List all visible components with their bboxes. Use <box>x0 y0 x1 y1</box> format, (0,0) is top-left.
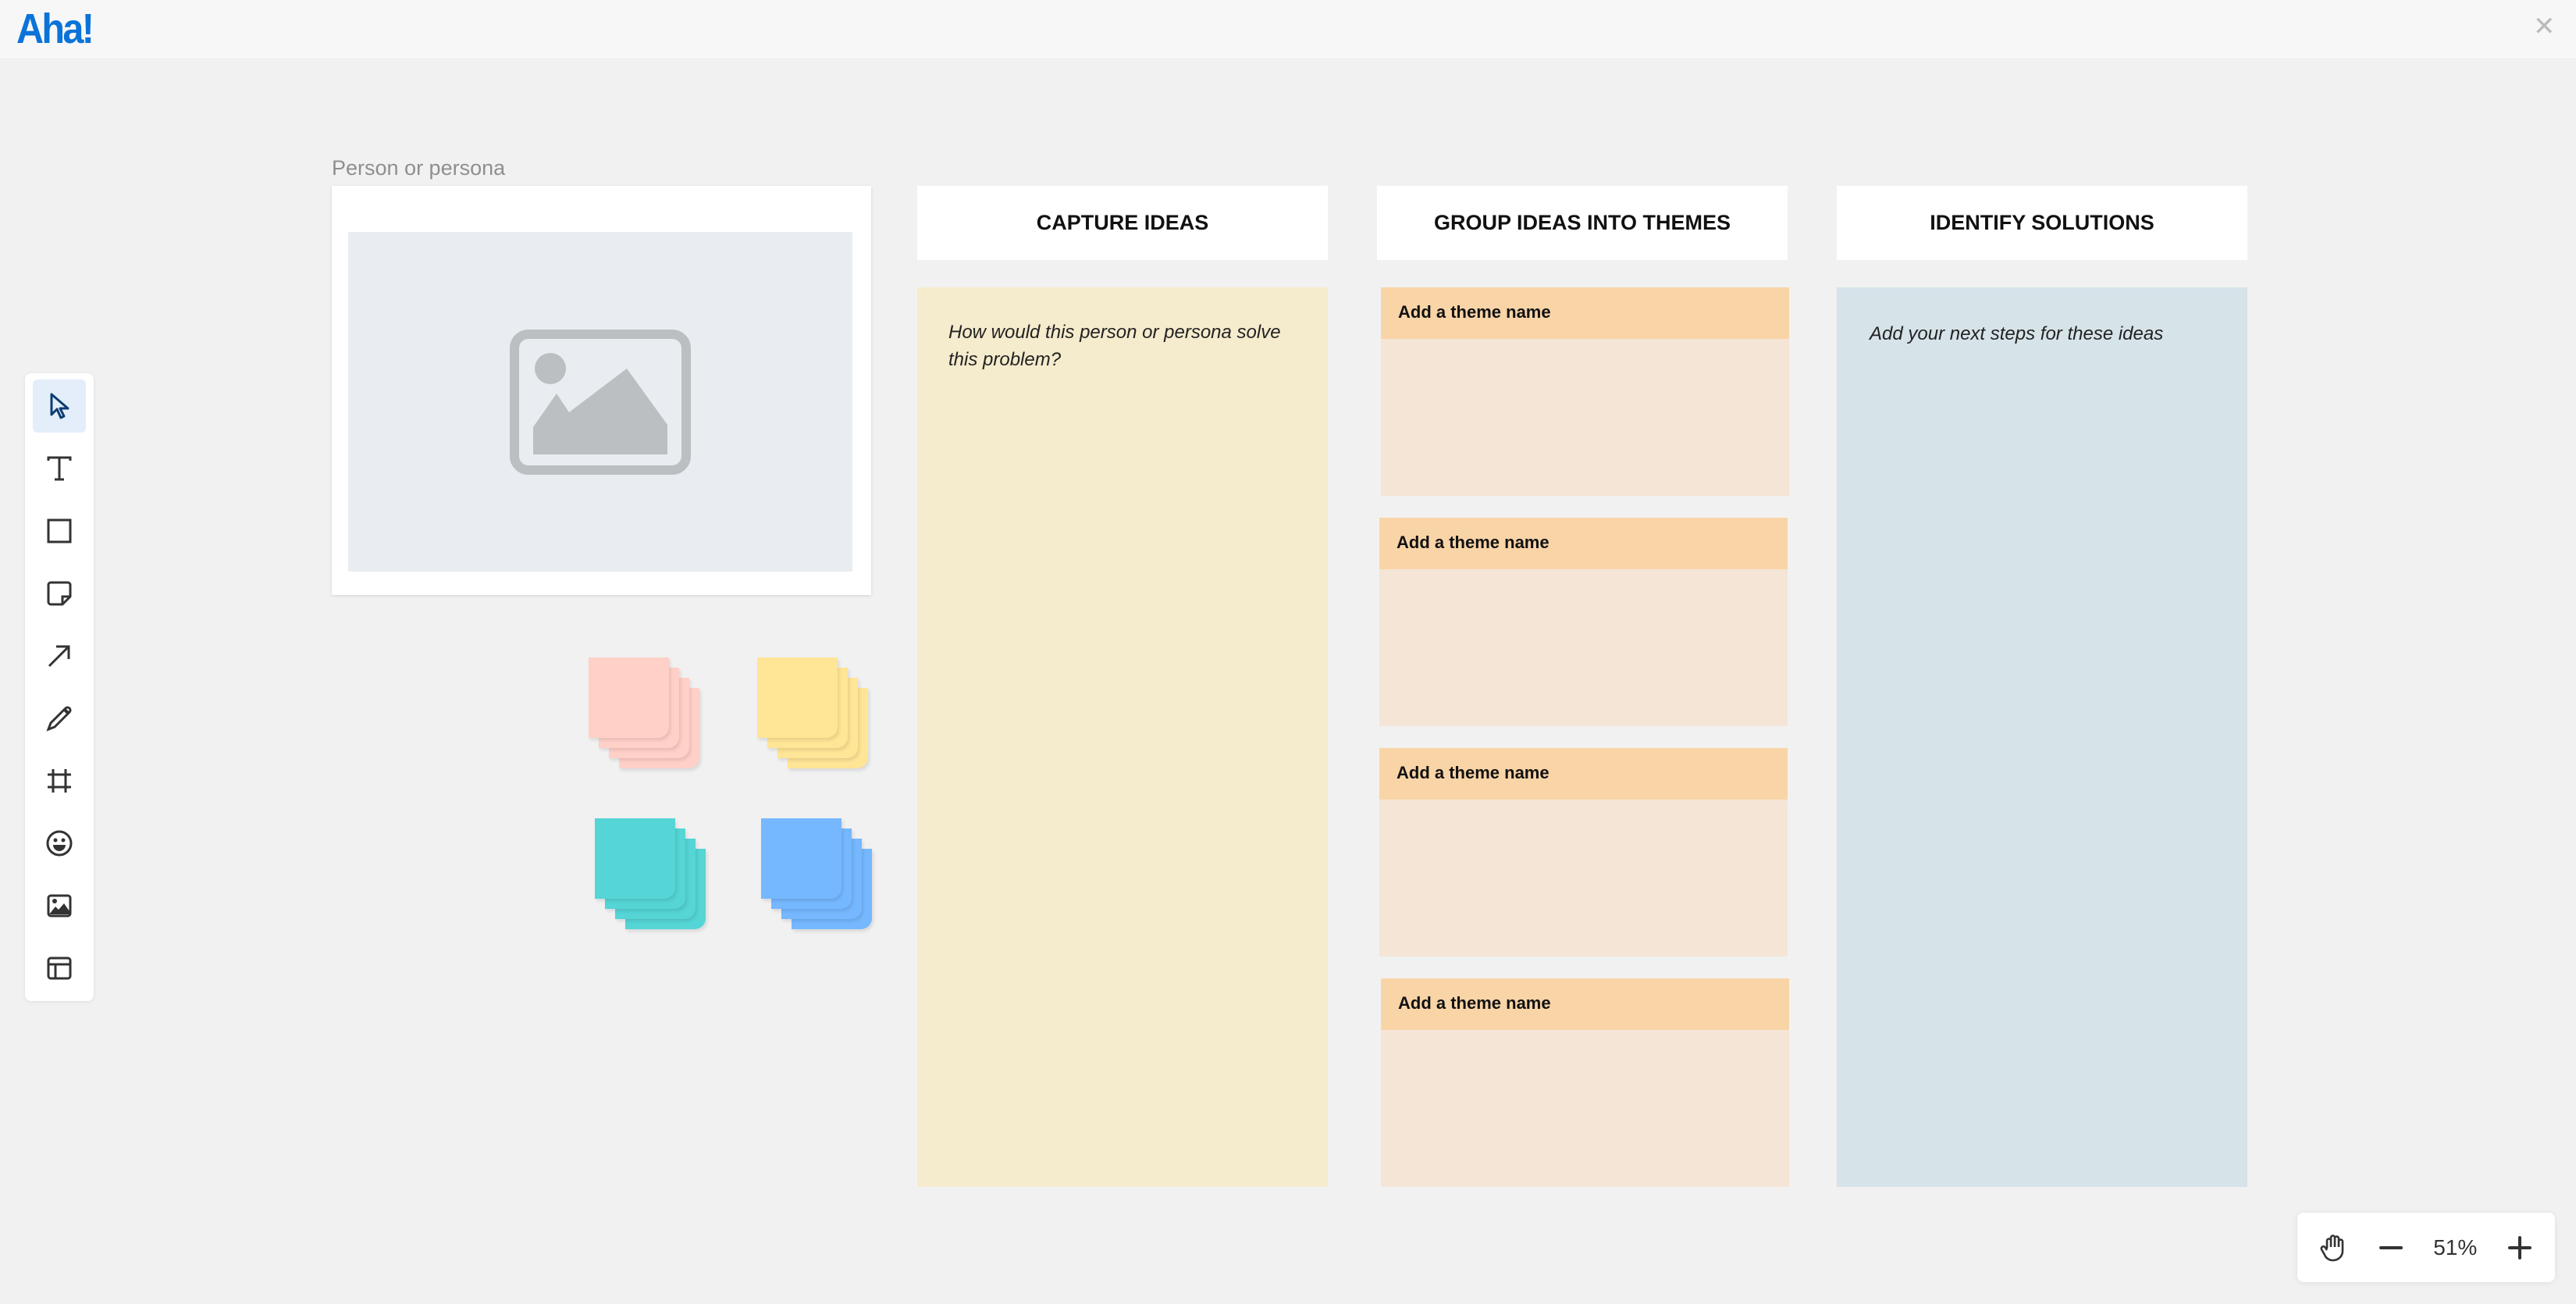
theme-box[interactable]: Add a theme name <box>1379 748 1788 957</box>
column-header-solutions: IDENTIFY SOLUTIONS <box>1837 186 2247 260</box>
theme-name[interactable]: Add a theme name <box>1379 518 1788 569</box>
sticky-note-icon <box>47 581 72 606</box>
zoom-in-button[interactable] <box>2507 1235 2532 1260</box>
theme-name[interactable]: Add a theme name <box>1381 978 1789 1030</box>
sticky-note <box>757 657 838 738</box>
pencil-icon <box>46 706 72 732</box>
tool-select[interactable] <box>33 379 86 433</box>
theme-name[interactable]: Add a theme name <box>1381 287 1789 339</box>
sticky-note <box>595 818 675 899</box>
minus-icon <box>2379 1245 2403 1249</box>
column-header-capture: CAPTURE IDEAS <box>917 186 1328 260</box>
hand-icon[interactable] <box>2320 1233 2348 1263</box>
close-icon[interactable]: ✕ <box>2533 12 2556 41</box>
text-icon <box>47 456 72 481</box>
aha-logo[interactable]: Aha! <box>16 5 94 52</box>
zoom-out-button[interactable] <box>2379 1235 2403 1260</box>
sticky-note <box>761 818 841 899</box>
capture-hint: How would this person or persona solve t… <box>948 322 1281 370</box>
layout-icon <box>47 957 72 980</box>
cursor-icon <box>50 393 69 419</box>
plus-icon <box>2507 1235 2532 1259</box>
sticky-stack-teal[interactable] <box>595 818 706 933</box>
arrow-icon <box>48 645 70 668</box>
sticky-stack-pink[interactable] <box>589 657 700 772</box>
tool-template[interactable] <box>33 942 86 995</box>
tool-shape[interactable] <box>33 504 86 558</box>
solutions-area[interactable]: Add your next steps for these ideas <box>1837 287 2247 1187</box>
persona-card[interactable] <box>332 186 871 595</box>
frame-icon <box>48 769 71 793</box>
sticky-stack-yellow[interactable] <box>757 657 869 772</box>
solutions-hint: Add your next steps for these ideas <box>1870 323 2164 344</box>
image-icon <box>47 894 72 917</box>
sticky-note <box>589 657 669 738</box>
sticky-stack-blue[interactable] <box>761 818 873 933</box>
tool-pen[interactable] <box>33 692 86 745</box>
square-icon <box>47 518 72 543</box>
persona-image-placeholder[interactable] <box>348 232 852 572</box>
tool-emoji[interactable] <box>33 817 86 870</box>
theme-name[interactable]: Add a theme name <box>1379 748 1788 800</box>
column-header-group: GROUP IDEAS INTO THEMES <box>1377 186 1788 260</box>
image-placeholder-icon <box>510 329 691 475</box>
tool-sticky-note[interactable] <box>33 567 86 620</box>
capture-ideas-area[interactable]: How would this person or persona solve t… <box>917 287 1328 1187</box>
tool-arrow[interactable] <box>33 629 86 682</box>
persona-label: Person or persona <box>332 156 506 180</box>
tool-frame[interactable] <box>33 754 86 807</box>
tool-text[interactable] <box>33 442 86 495</box>
zoom-controls: 51% <box>2297 1213 2555 1282</box>
toolbar <box>25 373 94 1001</box>
smiley-icon <box>46 830 73 857</box>
theme-box[interactable]: Add a theme name <box>1381 287 1789 496</box>
header: Aha! ✕ <box>0 0 2576 59</box>
theme-box[interactable]: Add a theme name <box>1379 518 1788 726</box>
theme-box[interactable]: Add a theme name <box>1381 978 1789 1187</box>
zoom-level: 51% <box>2433 1235 2478 1259</box>
tool-image[interactable] <box>33 879 86 932</box>
